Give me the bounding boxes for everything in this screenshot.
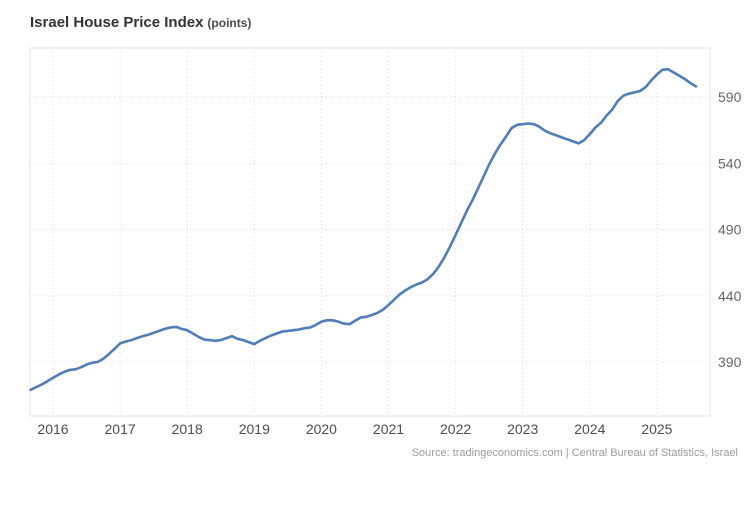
plot-border xyxy=(29,47,711,417)
y-axis-tick-label: 490 xyxy=(718,222,742,238)
y-axis-tick-label: 590 xyxy=(718,89,742,105)
x-axis-tick-label: 2017 xyxy=(105,421,136,437)
source-attribution[interactable]: Source: tradingeconomics.com | Central B… xyxy=(411,447,738,459)
x-axis-tick-label: 2023 xyxy=(507,421,538,437)
x-axis-tick-label: 2021 xyxy=(373,421,404,437)
chart-title-text: Israel House Price Index xyxy=(30,14,204,31)
x-axis-tick-label: 2025 xyxy=(641,421,672,437)
y-axis-tick-label: 390 xyxy=(718,354,742,370)
x-axis-tick-label: 2020 xyxy=(306,421,337,437)
y-axis-tick-label: 440 xyxy=(718,288,742,304)
price-series-line[interactable] xyxy=(29,67,698,392)
x-axis-tick-label: 2016 xyxy=(37,421,68,437)
chart-title: Israel House Price Index (points) xyxy=(30,14,251,32)
x-axis-tick-label: 2019 xyxy=(239,421,270,437)
y-axis-tick-label: 540 xyxy=(718,155,742,171)
x-axis-tick-label: 2024 xyxy=(574,421,605,437)
chart-title-unit: (points) xyxy=(207,16,252,30)
x-axis-tick-label: 2018 xyxy=(172,421,203,437)
x-axis-tick-label: 2022 xyxy=(440,421,471,437)
